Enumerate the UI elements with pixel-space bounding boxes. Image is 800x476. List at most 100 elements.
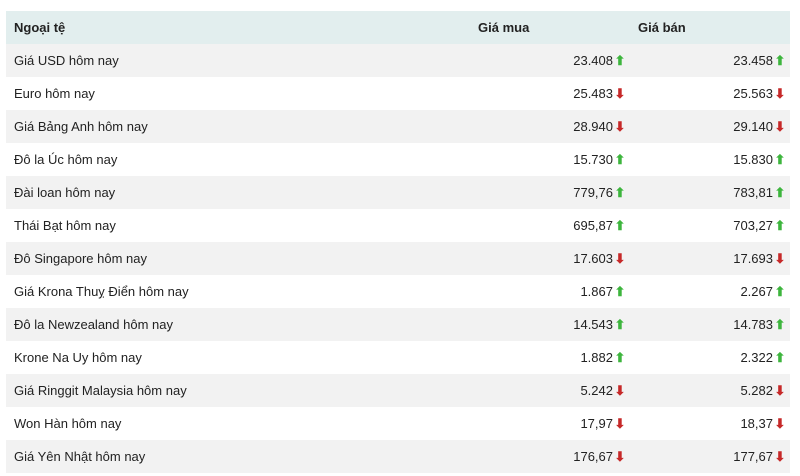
currency-name: Krone Na Uy hôm nay: [14, 350, 142, 365]
buy-value: 779,76: [573, 184, 613, 200]
buy-value: 28.940: [573, 118, 613, 134]
arrow-up-icon: ⬆: [614, 316, 626, 332]
sell-value: 14.783: [733, 316, 773, 332]
table-row: Giá Bảng Anh hôm nay 28.940 ⬇ 29.140 ⬇: [6, 110, 790, 143]
table-row: Euro hôm nay 25.483 ⬇ 25.563 ⬇: [6, 77, 790, 110]
buy-price: 17,97 ⬇: [470, 407, 630, 440]
sell-price: 5.282 ⬇: [630, 374, 790, 407]
buy-price: 15.730 ⬆: [470, 143, 630, 176]
buy-value: 1.867: [580, 283, 613, 299]
table-row: Giá Krona Thuỵ Điển hôm nay 1.867 ⬆ 2.267…: [6, 275, 790, 308]
buy-price: 28.940 ⬇: [470, 110, 630, 143]
header-currency: Ngoại tệ: [6, 11, 470, 44]
arrow-up-icon: ⬆: [614, 283, 626, 299]
buy-price: 1.882 ⬆: [470, 341, 630, 374]
sell-value: 177,67: [733, 448, 773, 464]
currency-name: Giá Bảng Anh hôm nay: [6, 110, 470, 143]
buy-value: 1.882: [580, 349, 613, 365]
buy-value: 23.408: [573, 52, 613, 68]
sell-value: 15.830: [733, 151, 773, 167]
arrow-down-icon: ⬇: [614, 448, 626, 464]
table-row: Thái Bạt hôm nay 695,87 ⬆ 703,27 ⬆: [6, 209, 790, 242]
table-row: Đô la Newzealand hôm nay 14.543 ⬆ 14.783 ⬆: [6, 308, 790, 341]
arrow-up-icon: ⬆: [614, 184, 626, 200]
buy-value: 695,87: [573, 217, 613, 233]
sell-price: 177,67 ⬇: [630, 440, 790, 473]
arrow-up-icon: ⬆: [774, 217, 786, 233]
arrow-down-icon: ⬇: [774, 382, 786, 398]
arrow-down-icon: ⬇: [614, 382, 626, 398]
sell-price: 783,81 ⬆: [630, 176, 790, 209]
sell-price: 703,27 ⬆: [630, 209, 790, 242]
currency-name: Giá Ringgit Malaysia hôm nay: [6, 374, 470, 407]
currency-name: Giá Krona Thuỵ Điển hôm nay: [14, 284, 189, 299]
sell-value: 29.140: [733, 118, 773, 134]
currency-name: Giá Yên Nhật hôm nay: [6, 440, 470, 473]
sell-price: 17.693 ⬇: [630, 242, 790, 275]
arrow-up-icon: ⬆: [614, 217, 626, 233]
currency-name: Đài loan hôm nay: [6, 176, 470, 209]
sell-value: 2.322: [740, 349, 773, 365]
sell-value: 25.563: [733, 85, 773, 101]
sell-price: 15.830 ⬆: [630, 143, 790, 176]
buy-price: 176,67 ⬇: [470, 440, 630, 473]
buy-value: 17.603: [573, 250, 613, 266]
buy-value: 15.730: [573, 151, 613, 167]
currency-name: Thái Bạt hôm nay: [14, 218, 116, 233]
arrow-up-icon: ⬆: [774, 316, 786, 332]
sell-price: 2.267 ⬆: [630, 275, 790, 308]
sell-value: 5.282: [740, 382, 773, 398]
sell-value: 703,27: [733, 217, 773, 233]
buy-value: 17,97: [580, 415, 613, 431]
arrow-down-icon: ⬇: [614, 415, 626, 431]
sell-price: 2.322 ⬆: [630, 341, 790, 374]
buy-price: 14.543 ⬆: [470, 308, 630, 341]
arrow-down-icon: ⬇: [614, 250, 626, 266]
buy-value: 25.483: [573, 85, 613, 101]
buy-price: 5.242 ⬇: [470, 374, 630, 407]
table-row: Won Hàn hôm nay 17,97 ⬇ 18,37 ⬇: [6, 407, 790, 440]
buy-price: 25.483 ⬇: [470, 77, 630, 110]
arrow-down-icon: ⬇: [774, 250, 786, 266]
arrow-down-icon: ⬇: [614, 118, 626, 134]
currency-name: Giá USD hôm nay: [6, 44, 470, 77]
buy-price: 695,87 ⬆: [470, 209, 630, 242]
arrow-down-icon: ⬇: [774, 448, 786, 464]
arrow-up-icon: ⬆: [774, 184, 786, 200]
header-sell: Giá bán: [630, 11, 790, 44]
arrow-down-icon: ⬇: [774, 118, 786, 134]
buy-price: 779,76 ⬆: [470, 176, 630, 209]
sell-value: 783,81: [733, 184, 773, 200]
sell-price: 23.458 ⬆: [630, 44, 790, 77]
currency-name: Đô la Newzealand hôm nay: [6, 308, 470, 341]
sell-value: 23.458: [733, 52, 773, 68]
arrow-up-icon: ⬆: [774, 283, 786, 299]
arrow-down-icon: ⬇: [774, 415, 786, 431]
arrow-up-icon: ⬆: [614, 349, 626, 365]
buy-value: 14.543: [573, 316, 613, 332]
sell-value: 18,37: [740, 415, 773, 431]
sell-value: 17.693: [733, 250, 773, 266]
table-row: Giá USD hôm nay 23.408 ⬆ 23.458 ⬆: [6, 44, 790, 77]
table-row: Đô la Úc hôm nay 15.730 ⬆ 15.830 ⬆: [6, 143, 790, 176]
arrow-up-icon: ⬆: [774, 52, 786, 68]
currency-name: Won Hàn hôm nay: [14, 416, 122, 431]
sell-price: 18,37 ⬇: [630, 407, 790, 440]
sell-price: 25.563 ⬇: [630, 77, 790, 110]
table-row: Đài loan hôm nay 779,76 ⬆ 783,81 ⬆: [6, 176, 790, 209]
buy-price: 23.408 ⬆: [470, 44, 630, 77]
arrow-up-icon: ⬆: [614, 52, 626, 68]
buy-price: 17.603 ⬇: [470, 242, 630, 275]
header-buy: Giá mua: [470, 11, 630, 44]
buy-value: 176,67: [573, 448, 613, 464]
table-row: Giá Ringgit Malaysia hôm nay 5.242 ⬇ 5.28…: [6, 374, 790, 407]
table-row: Giá Yên Nhật hôm nay 176,67 ⬇ 177,67 ⬇: [6, 440, 790, 473]
arrow-down-icon: ⬇: [614, 85, 626, 101]
sell-price: 14.783 ⬆: [630, 308, 790, 341]
exchange-rate-table: Ngoại tệ Giá mua Giá bán Giá USD hôm nay…: [6, 11, 790, 473]
arrow-up-icon: ⬆: [774, 151, 786, 167]
table-row: Krone Na Uy hôm nay 1.882 ⬆ 2.322 ⬆: [6, 341, 790, 374]
arrow-up-icon: ⬆: [774, 349, 786, 365]
table-header: Ngoại tệ Giá mua Giá bán: [6, 11, 790, 44]
arrow-up-icon: ⬆: [614, 151, 626, 167]
